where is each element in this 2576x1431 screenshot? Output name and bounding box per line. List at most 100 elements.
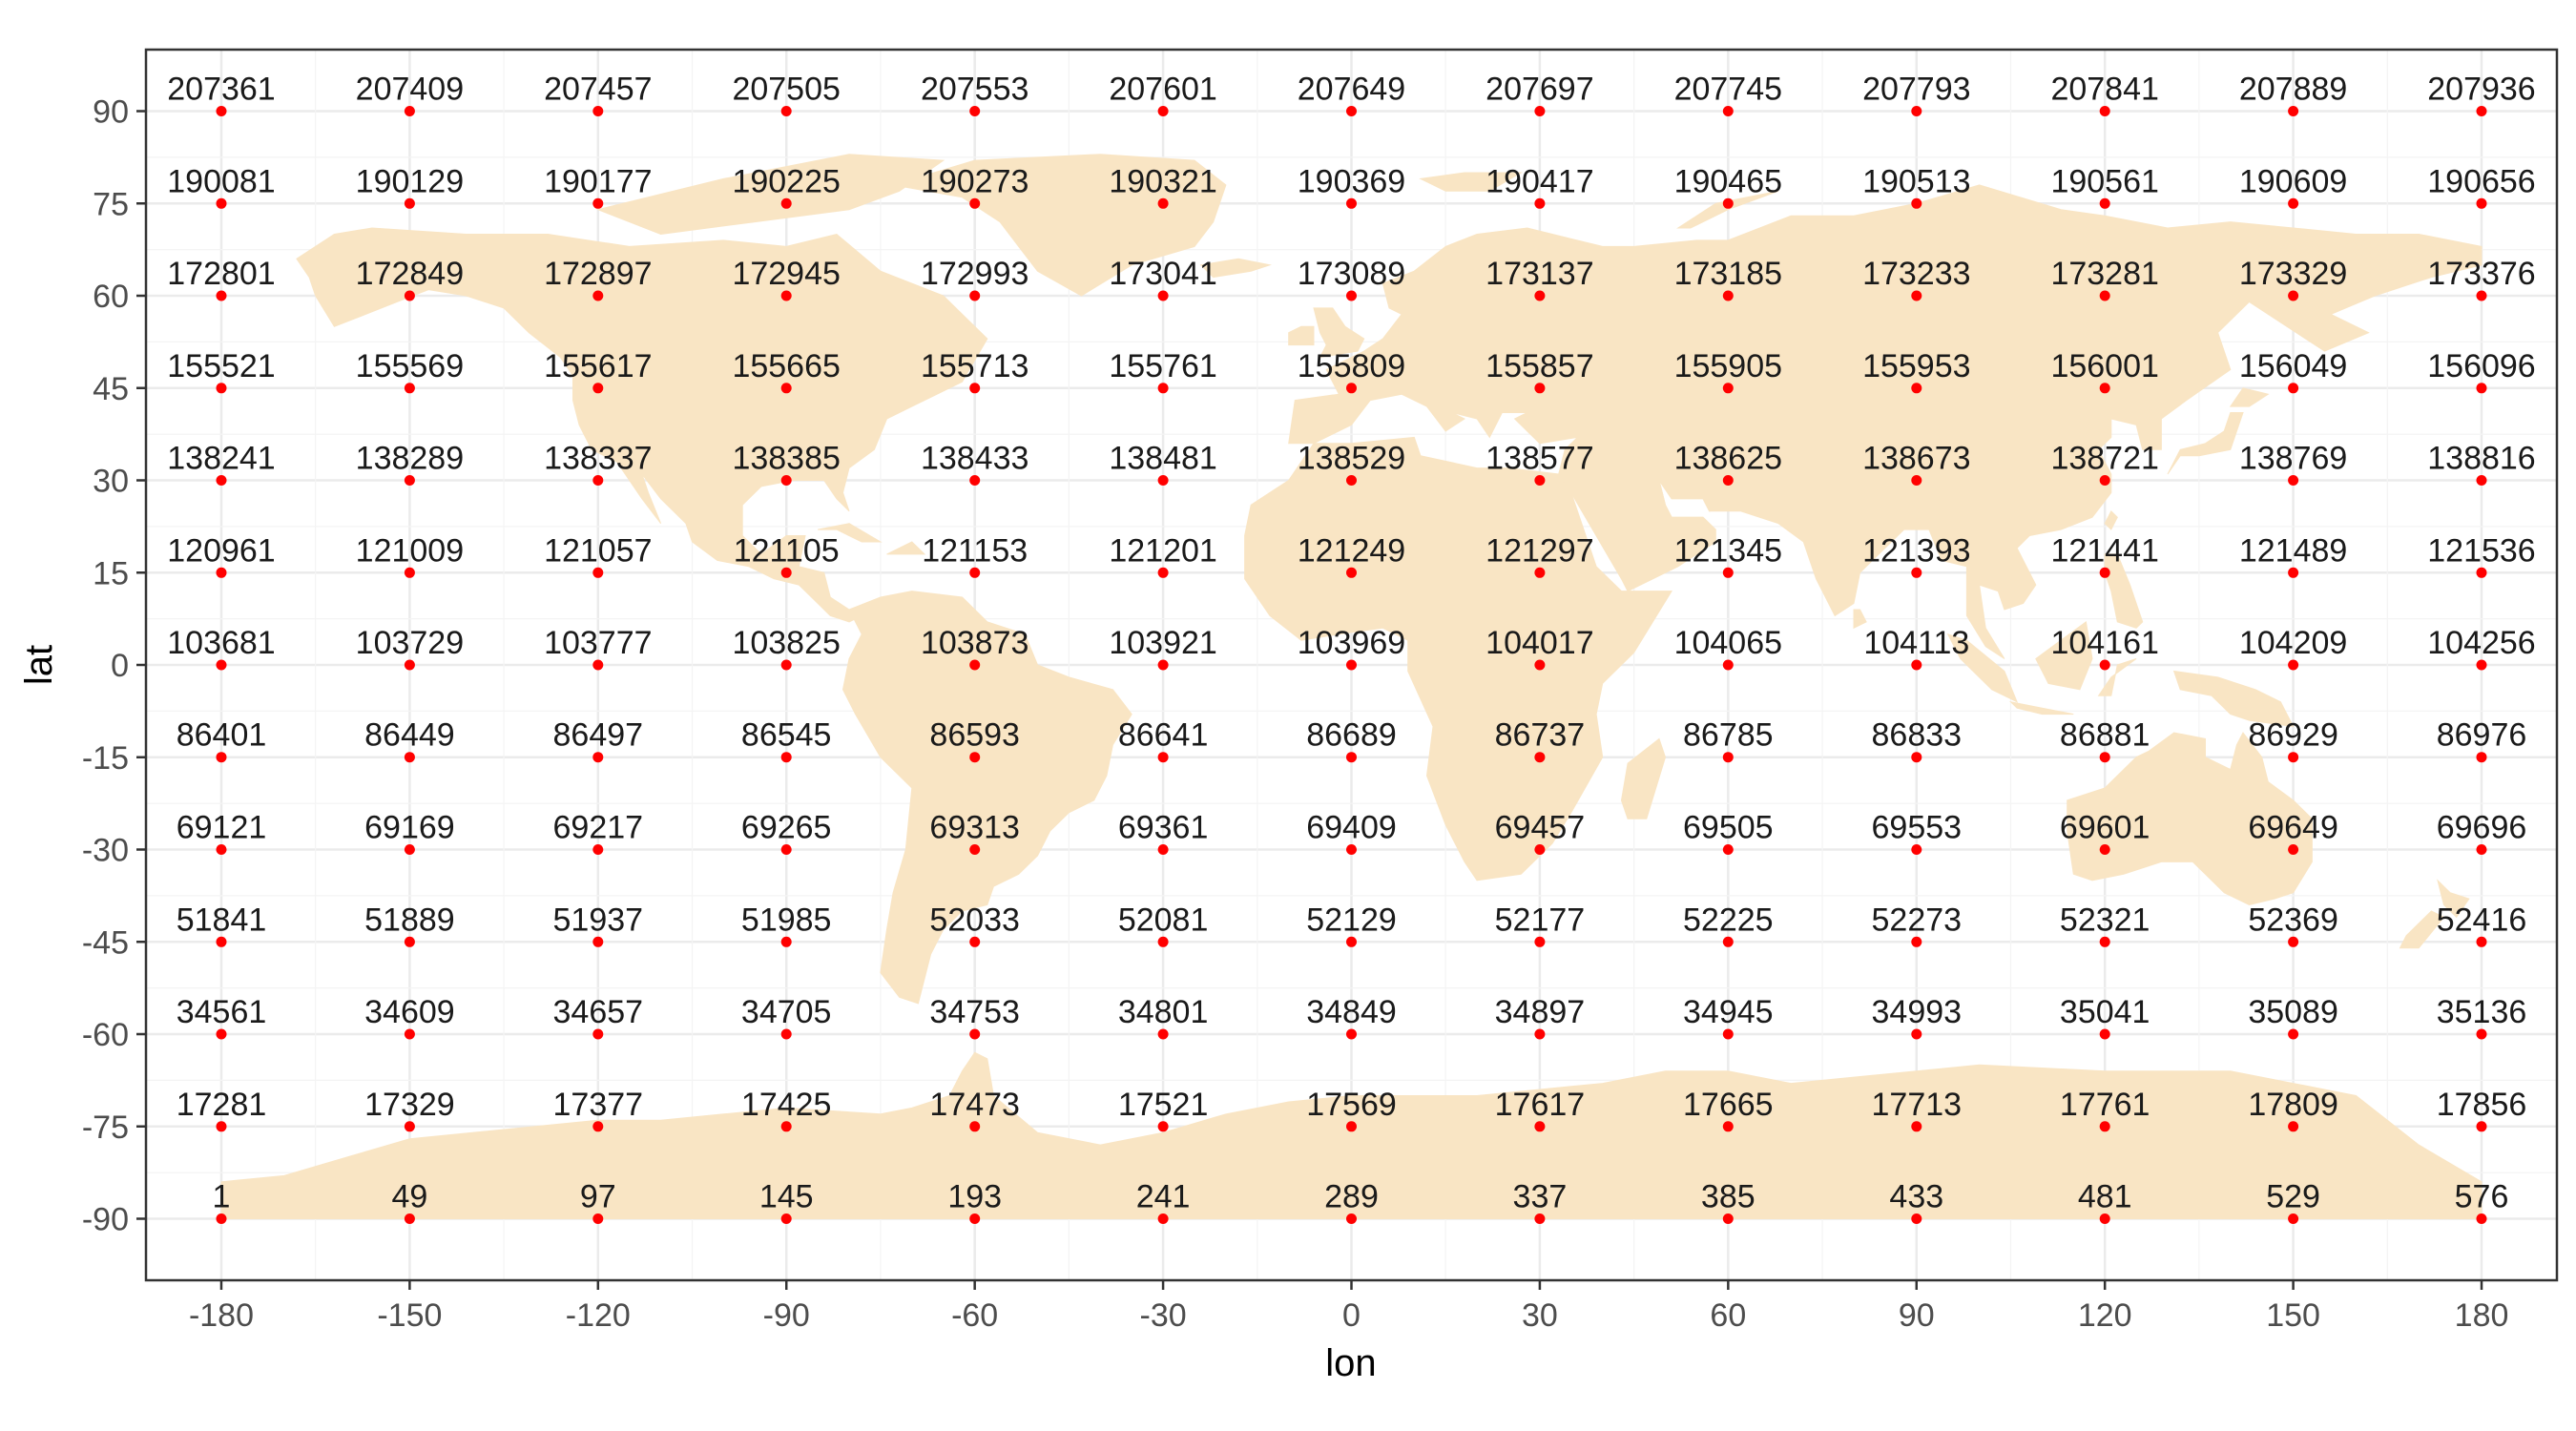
point-label: 121441 [2050, 532, 2158, 569]
grid-point [1346, 1213, 1357, 1224]
grid-point [404, 752, 415, 763]
point-label: 156049 [2239, 348, 2347, 384]
grid-point [1722, 383, 1734, 394]
grid-point [2288, 936, 2299, 947]
grid-point [592, 106, 604, 116]
grid-point [1346, 475, 1357, 486]
x-tick-label: 150 [2266, 1297, 2320, 1334]
point-label: 69217 [553, 810, 644, 846]
point-label: 69121 [177, 810, 267, 846]
point-label: 155521 [167, 348, 275, 384]
grid-point [969, 659, 981, 671]
grid-point [1911, 936, 1922, 947]
land-greenland [892, 154, 1227, 297]
land-cuba [818, 523, 883, 543]
point-label: 97 [580, 1179, 616, 1215]
point-label: 155617 [544, 348, 652, 384]
grid-point [2099, 936, 2110, 947]
point-label: 173137 [1485, 256, 1593, 292]
grid-point [2099, 659, 2110, 671]
grid-point [216, 752, 227, 763]
x-tick-label: 180 [2455, 1297, 2509, 1334]
grid-point [2099, 475, 2110, 486]
grid-point [969, 752, 981, 763]
point-label: 138241 [167, 441, 275, 477]
grid-point [592, 1213, 604, 1224]
grid-point [2476, 383, 2487, 394]
grid-point [2099, 290, 2110, 301]
point-label: 52129 [1306, 902, 1397, 938]
grid-point [1157, 1213, 1169, 1224]
point-label: 86737 [1495, 717, 1586, 754]
point-label: 86785 [1683, 717, 1774, 754]
grid-point [404, 659, 415, 671]
point-label: 337 [1513, 1179, 1568, 1215]
y-tick-label: -60 [82, 1017, 129, 1053]
grid-point [592, 567, 604, 578]
grid-point [969, 197, 981, 209]
grid-point [592, 844, 604, 855]
grid-point [2476, 197, 2487, 209]
point-label: 69265 [741, 810, 832, 846]
point-label: 120961 [167, 532, 275, 569]
grid-point [592, 1028, 604, 1040]
land-borneo [2035, 621, 2093, 691]
grid-point [1911, 1028, 1922, 1040]
point-label: 138769 [2239, 441, 2347, 477]
y-tick-label: 15 [93, 555, 129, 591]
grid-point [404, 844, 415, 855]
point-label: 103921 [1109, 625, 1216, 661]
grid-point [1157, 106, 1169, 116]
land-hokkaido [2229, 387, 2270, 407]
x-tick-label: -60 [951, 1297, 998, 1334]
grid-point [2288, 659, 2299, 671]
grid-point [1157, 290, 1169, 301]
point-label: 207553 [921, 72, 1028, 108]
point-label: 52273 [1872, 902, 1963, 938]
y-tick-label: 0 [111, 648, 129, 684]
grid-point [216, 567, 227, 578]
point-label: 51841 [177, 902, 267, 938]
point-label: 138385 [732, 441, 840, 477]
point-label: 17713 [1872, 1087, 1963, 1123]
point-label: 104256 [2427, 625, 2535, 661]
grid-point [2099, 383, 2110, 394]
grid-point [2476, 290, 2487, 301]
point-label: 104113 [1863, 625, 1969, 661]
grid-point [1346, 936, 1357, 947]
point-label: 86641 [1118, 717, 1209, 754]
point-label: 173041 [1109, 256, 1216, 292]
x-tick-label: -90 [763, 1297, 810, 1334]
grid-point [1911, 197, 1922, 209]
grid-point [780, 1028, 792, 1040]
point-label: 17809 [2248, 1087, 2338, 1123]
point-label: 138577 [1485, 441, 1593, 477]
point-labels: 1 49 97 145 193 241 289 337 385 433 481 529 576 17281… [167, 72, 2535, 1215]
grid-point [1911, 383, 1922, 394]
y-tick-label: -30 [82, 833, 129, 869]
point-label: 193 [947, 1179, 1002, 1215]
point-label: 155569 [356, 348, 464, 384]
grid-point [1911, 106, 1922, 116]
point-label: 190417 [1485, 163, 1593, 199]
grid-point [2476, 1028, 2487, 1040]
grid-point [969, 567, 981, 578]
grid-point [1534, 1213, 1546, 1224]
point-label: 190321 [1109, 163, 1216, 199]
point-label: 172993 [921, 256, 1028, 292]
grid-point [780, 383, 792, 394]
point-label: 172801 [167, 256, 275, 292]
point-label: 156001 [2050, 348, 2158, 384]
grid-point [1346, 1028, 1357, 1040]
point-label: 190656 [2427, 163, 2535, 199]
grid-point [780, 659, 792, 671]
point-label: 52369 [2248, 902, 2338, 938]
point-label: 17521 [1118, 1087, 1209, 1123]
grid-point [216, 383, 227, 394]
grid-point [1157, 659, 1169, 671]
point-label: 1 [213, 1179, 231, 1215]
land-novaya-zemlya [1676, 190, 1779, 229]
point-label: 121201 [1109, 532, 1216, 569]
land-iceland [1199, 258, 1272, 279]
grid-point [216, 197, 227, 209]
